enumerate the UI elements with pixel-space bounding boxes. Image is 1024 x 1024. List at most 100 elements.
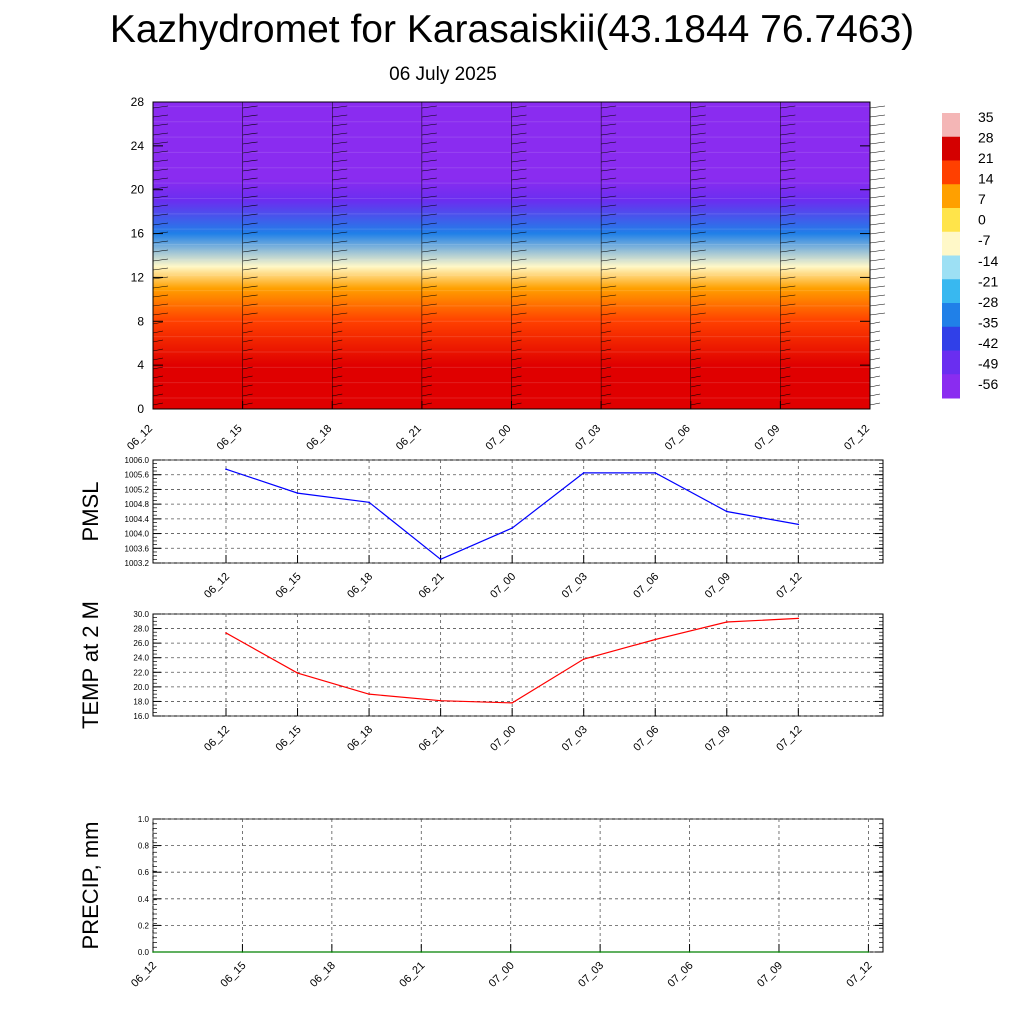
wind-barb — [690, 177, 706, 181]
wind-barb — [332, 123, 348, 127]
heatmap-xtick-label: 06_15 — [215, 423, 245, 453]
wind-barb — [421, 222, 437, 226]
wind-barb — [690, 348, 701, 352]
panel-xtick-label: 07_03 — [576, 960, 606, 990]
wind-barb — [152, 402, 164, 406]
wind-barb — [332, 393, 343, 397]
wind-barb — [511, 294, 527, 298]
wind-barb — [780, 168, 796, 172]
colorbar-label: -14 — [978, 253, 998, 269]
wind-barb — [780, 114, 796, 118]
wind-barb — [690, 222, 706, 226]
wind-barb — [242, 222, 258, 226]
wind-barb — [152, 105, 169, 109]
wind-barb — [242, 150, 258, 154]
wind-barb — [152, 222, 169, 226]
wind-barb — [869, 132, 886, 136]
wind-barb — [421, 195, 437, 199]
panel-xtick-label: 06_18 — [345, 571, 375, 601]
series-point — [654, 638, 657, 641]
panel-xtick-label: 06_15 — [274, 571, 304, 601]
wind-barb — [511, 141, 527, 145]
wind-barb — [690, 105, 706, 109]
heatmap-ytick-label: 8 — [137, 314, 144, 328]
wind-barb — [152, 213, 169, 217]
colorbar-label: 0 — [978, 212, 986, 228]
wind-barb — [332, 384, 343, 388]
panel-xtick-label: 07_06 — [631, 571, 661, 601]
wind-barb — [869, 321, 881, 325]
wind-barb — [869, 312, 886, 316]
wind-barb — [421, 168, 437, 172]
wind-barb — [421, 375, 432, 379]
wind-barb — [601, 141, 617, 145]
wind-barb — [242, 267, 258, 271]
wind-barb — [601, 348, 612, 352]
wind-barb — [511, 366, 522, 370]
series-point — [331, 951, 333, 953]
wind-barb — [690, 276, 706, 280]
wind-barb — [511, 357, 522, 361]
wind-barb — [511, 348, 522, 352]
wind-barb — [780, 177, 796, 181]
wind-barb — [332, 132, 348, 136]
wind-barb — [690, 330, 701, 334]
series-point — [225, 468, 227, 470]
wind-barb — [242, 303, 258, 307]
wind-barb — [601, 168, 617, 172]
wind-barb — [511, 384, 522, 388]
colorbar-segment — [942, 184, 960, 209]
series-point — [511, 702, 513, 704]
wind-barb — [332, 375, 343, 379]
panel-ytick-label: 30.0 — [133, 610, 149, 619]
wind-barb — [690, 204, 706, 208]
wind-barb — [690, 240, 706, 244]
wind-barb — [242, 366, 253, 370]
colorbar-label: -56 — [978, 376, 998, 392]
colorbar-segment — [942, 326, 960, 351]
wind-barb — [780, 267, 796, 271]
wind-barb — [511, 213, 527, 217]
wind-barb — [780, 204, 796, 208]
wind-barb — [242, 276, 258, 280]
wind-barb — [869, 231, 886, 235]
wind-barb — [421, 141, 437, 145]
wind-barb — [780, 339, 791, 343]
wind-barb — [421, 213, 437, 217]
heatmap-ytick-label: 4 — [137, 358, 144, 372]
wind-barb — [152, 195, 169, 199]
wind-barb — [242, 393, 253, 397]
panel-frame — [152, 818, 884, 953]
wind-barb — [869, 339, 881, 343]
series-point — [439, 558, 442, 561]
wind-barb — [690, 213, 706, 217]
series-point — [241, 951, 244, 953]
wind-barb — [601, 213, 617, 217]
colorbar-label: -21 — [978, 273, 998, 289]
wind-barb — [780, 330, 791, 334]
series-point — [725, 510, 728, 513]
series-point — [368, 501, 370, 504]
wind-barb — [242, 231, 258, 235]
heatmap-ytick-label: 0 — [137, 402, 144, 416]
wind-barb — [242, 348, 253, 352]
wind-barb — [690, 267, 706, 271]
wind-barb — [242, 357, 253, 361]
wind-barb — [242, 312, 258, 316]
colorbar-label: 35 — [978, 109, 994, 125]
series-point — [296, 492, 299, 494]
wind-barb — [690, 285, 706, 289]
wind-barb — [511, 276, 527, 280]
wind-barb — [601, 285, 617, 289]
wind-barb — [869, 375, 881, 379]
wind-barb — [242, 141, 258, 145]
wind-barb — [869, 141, 886, 145]
wind-barb — [152, 312, 169, 316]
wind-barb — [152, 276, 169, 280]
wind-barb — [421, 123, 437, 127]
wind-barb — [242, 294, 258, 298]
wind-barb — [869, 114, 886, 118]
wind-barb — [511, 168, 527, 172]
panel-ytick-label: 1004.8 — [125, 500, 150, 509]
wind-barb — [152, 330, 164, 334]
